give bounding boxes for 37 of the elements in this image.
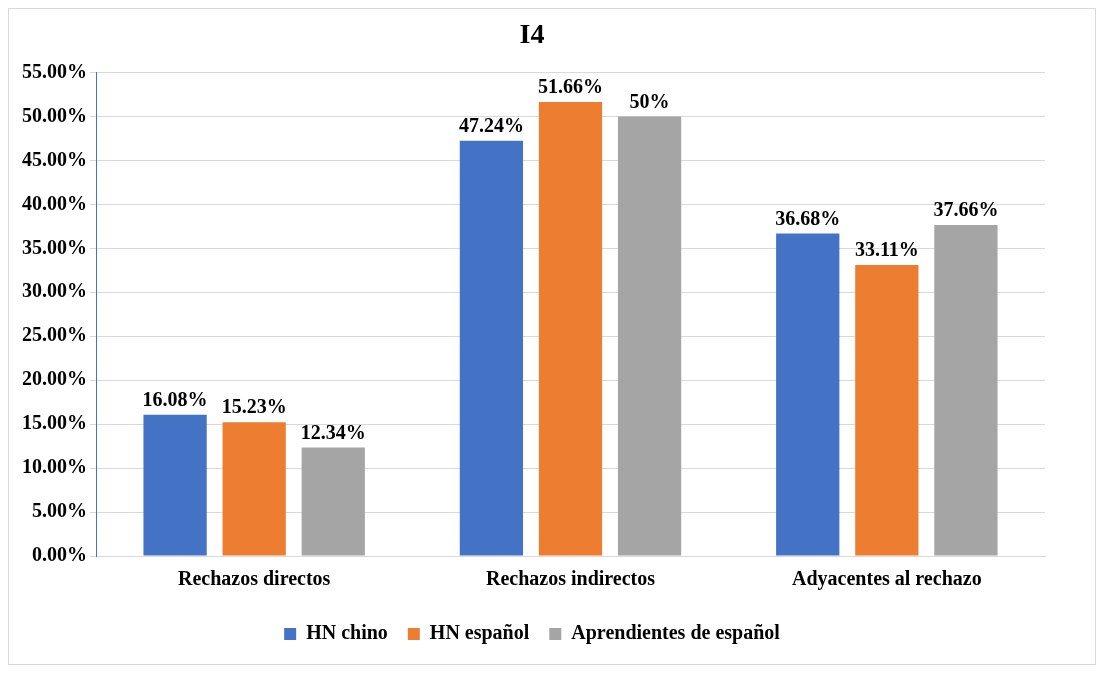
bar — [301, 447, 365, 556]
data-label: 16.08% — [142, 387, 208, 410]
data-label: 47.24% — [458, 113, 524, 136]
data-label: 36.68% — [775, 206, 841, 229]
data-label: 15.23% — [221, 395, 287, 418]
y-tick-label: 45.00% — [22, 147, 87, 170]
y-tick-label: 35.00% — [22, 235, 87, 258]
bar — [855, 264, 919, 556]
y-tick-label: 15.00% — [22, 411, 87, 434]
data-label: 51.66% — [538, 75, 603, 98]
bar — [222, 422, 286, 556]
data-label: 50% — [629, 89, 670, 112]
y-tick-label: 30.00% — [22, 279, 87, 302]
bar — [617, 116, 682, 556]
legend-label: Aprendientes de español — [571, 621, 781, 645]
y-tick-label: 50.00% — [22, 103, 87, 126]
bar — [143, 414, 207, 556]
x-tick-label: Rechazos indirectos — [485, 567, 656, 590]
bar — [538, 101, 603, 556]
data-label: 12.34% — [300, 420, 366, 443]
chart-title: I4 — [519, 18, 545, 50]
bar — [934, 225, 998, 556]
y-tick-label: 0.00% — [32, 543, 87, 566]
x-tick-label: Adyacentes al rechazo — [792, 567, 982, 591]
legend-label: HN español — [429, 621, 530, 645]
y-tick-label: 5.00% — [32, 499, 87, 522]
legend-label: HN chino — [306, 621, 388, 644]
y-tick-label: 25.00% — [22, 323, 87, 346]
y-tick-label: 55.00% — [22, 59, 87, 82]
data-label: 37.66% — [933, 198, 999, 221]
y-tick-label: 10.00% — [22, 455, 87, 478]
y-tick-label: 20.00% — [22, 367, 87, 390]
bar — [459, 140, 524, 556]
data-label: 33.11% — [854, 238, 919, 261]
x-tick-label: Rechazos directos — [177, 567, 331, 590]
bar — [776, 233, 840, 556]
y-tick-label: 40.00% — [22, 191, 87, 214]
